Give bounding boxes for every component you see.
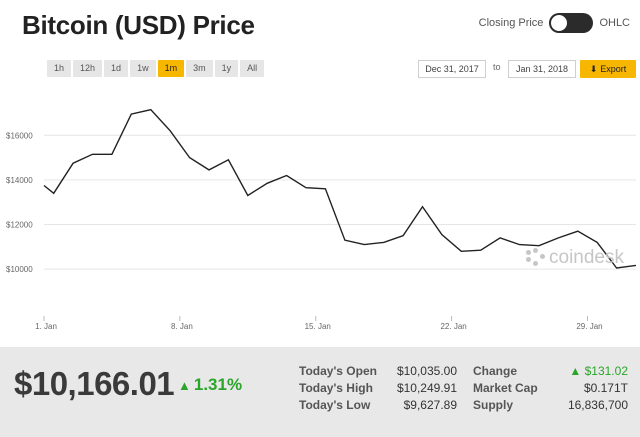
stat-value: $9,627.89 (403, 398, 457, 412)
closing-price-label: Closing Price (478, 17, 544, 29)
up-triangle-icon: ▲ (178, 378, 191, 393)
stat-value: ▲ $131.02 (569, 363, 628, 380)
range-button-all[interactable]: All (240, 60, 265, 77)
y-tick-label: $16000 (6, 131, 33, 140)
y-tick-label: $14000 (6, 176, 33, 185)
stat-row-high: Today's High $10,249.91 (299, 380, 457, 397)
stats-right: Change ▲ $131.02 Market Cap $0.171T Supply… (473, 363, 628, 414)
x-tick-label: 8. Jan (171, 322, 193, 331)
toggle-knob[interactable] (551, 15, 568, 31)
up-triangle-icon: ▲ (569, 364, 585, 378)
stat-row-change: Change ▲ $131.02 (473, 363, 628, 380)
x-axis-ticks: 1. Jan 8. Jan 15. Jan 22. Jan 29. Jan (35, 316, 603, 331)
stat-row-low: Today's Low $9,627.89 (299, 397, 457, 414)
stat-value: $10,249.91 (396, 381, 457, 395)
y-tick-label: $12000 (6, 221, 33, 230)
stat-value: $10,035.00 (396, 364, 457, 378)
range-button-1h[interactable]: 1h (47, 60, 72, 77)
range-button-1d[interactable]: 1d (104, 60, 129, 77)
ohlc-label: OHLC (599, 17, 630, 29)
change-percent: ▲ 1.31% (178, 375, 242, 395)
stat-label: Today's Low (299, 398, 371, 412)
range-selector: 1h 12h 1d 1w 1m 3m 1y All (47, 60, 265, 77)
range-button-3m[interactable]: 3m (186, 60, 213, 77)
y-tick-label: $10000 (6, 265, 33, 274)
coindesk-watermark: coindesk (526, 247, 624, 269)
stats-left: Today's Open $10,035.00 Today's High $10,2… (299, 363, 457, 414)
x-tick-label: 15. Jan (305, 322, 331, 331)
range-button-1y[interactable]: 1y (214, 60, 239, 77)
x-tick-label: 1. Jan (35, 322, 57, 331)
change-value: $131.02 (584, 364, 628, 378)
date-from-input[interactable]: Dec 31, 2017 (418, 60, 486, 78)
x-tick-label: 29. Jan (576, 322, 602, 331)
current-price: $10,166.01 (14, 365, 175, 402)
stat-row-open: Today's Open $10,035.00 (299, 363, 457, 380)
price-mode-toggle-group: Closing Price OHLC (479, 13, 630, 33)
page-title: Bitcoin (USD) Price (22, 10, 255, 40)
stat-value: 16,836,700 (567, 398, 628, 412)
export-label: Export (600, 64, 627, 74)
date-to-input[interactable]: Jan 31, 2018 (508, 60, 576, 78)
change-percent-value: 1.31% (193, 375, 243, 394)
stat-label: Market Cap (473, 381, 538, 395)
stat-label: Today's High (299, 381, 373, 395)
watermark-text: coindesk (549, 247, 624, 268)
stat-label: Change (473, 364, 518, 378)
x-tick-label: 22. Jan (440, 322, 466, 331)
stat-value: $0.171T (583, 381, 628, 395)
y-axis-ticks: $10000 $12000 $14000 $16000 (6, 131, 33, 274)
price-chart[interactable]: $10000 $12000 $14000 $16000 1. Jan 8. Jan 15.… (0, 84, 640, 346)
price-summary-panel: $10,166.01 ▲ 1.31% Today's Open $10,035.00… (0, 347, 640, 437)
download-arrow-icon: ⬇ (589, 64, 598, 74)
coindesk-logo-icon (526, 248, 546, 268)
price-series-line[interactable] (43, 108, 637, 269)
stat-label: Supply (473, 398, 514, 412)
chart-gridlines (44, 134, 636, 270)
price-mode-toggle[interactable] (549, 13, 594, 33)
stat-label: Today's Open (299, 364, 377, 378)
date-separator: to (493, 62, 501, 72)
range-button-1w[interactable]: 1w (130, 60, 156, 77)
range-button-12h[interactable]: 12h (73, 60, 103, 77)
stat-row-market-cap: Market Cap $0.171T (473, 380, 628, 397)
export-button[interactable]: ⬇ Export (580, 60, 636, 78)
stat-row-supply: Supply 16,836,700 (473, 397, 628, 414)
range-button-1m[interactable]: 1m (157, 60, 185, 77)
